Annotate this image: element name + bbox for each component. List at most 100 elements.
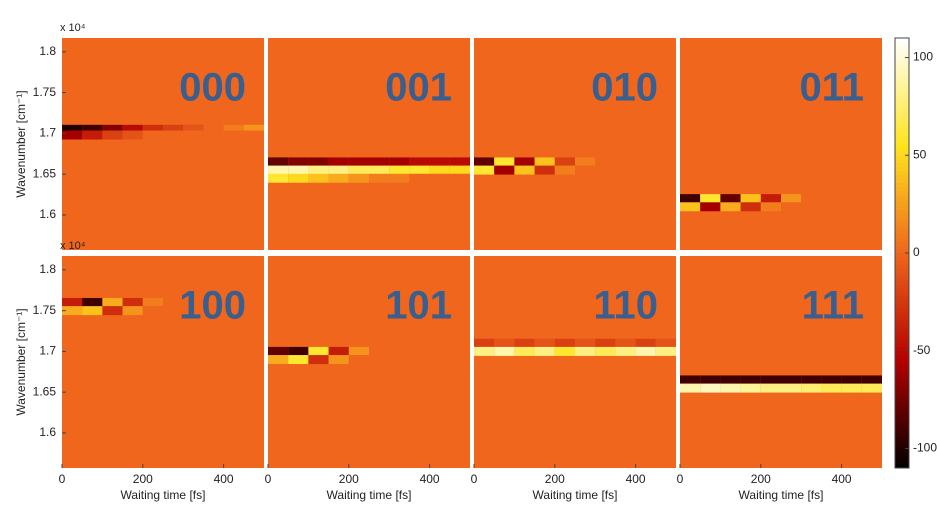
- heat-cell: [700, 375, 721, 385]
- heat-cell: [203, 130, 224, 140]
- panel-background: [62, 256, 264, 468]
- heat-cell: [268, 157, 289, 167]
- heat-cell: [328, 355, 349, 365]
- heat-cell: [409, 173, 430, 183]
- heat-cell: [82, 306, 103, 316]
- heat-cell: [409, 355, 430, 365]
- heat-cell: [142, 130, 163, 140]
- heat-cell: [575, 157, 596, 167]
- heat-cell: [861, 194, 882, 204]
- colorbar-step: [895, 463, 909, 469]
- heat-cell: [308, 355, 329, 365]
- heat-cell: [308, 165, 329, 175]
- heat-cell: [102, 297, 123, 307]
- heat-cell: [595, 165, 616, 175]
- heat-cell: [700, 202, 721, 212]
- colorbar-step: [895, 397, 909, 402]
- x-tick-label: 0: [677, 472, 684, 486]
- heat-cell: [389, 157, 410, 167]
- colorbar-step: [895, 92, 909, 97]
- heat-cell: [720, 194, 741, 204]
- colorbar-step: [895, 233, 909, 238]
- heat-cell: [615, 165, 636, 175]
- heat-cell: [575, 338, 596, 348]
- panel-title: 001: [385, 66, 452, 110]
- colorbar-step: [895, 178, 909, 183]
- heat-cell: [635, 338, 656, 348]
- colorbar-step: [895, 237, 909, 242]
- heat-cell: [841, 375, 862, 385]
- heat-cell: [308, 346, 329, 356]
- colorbar-step: [895, 424, 909, 430]
- heat-cell: [223, 297, 244, 307]
- colorbar-tick-label: -50: [913, 343, 931, 357]
- heat-cell: [680, 383, 701, 393]
- heat-cell: [700, 383, 721, 393]
- heat-cell: [328, 165, 349, 175]
- heat-cell: [122, 124, 143, 134]
- heat-cell: [821, 194, 842, 204]
- colorbar-step: [895, 459, 909, 465]
- heat-cell: [288, 165, 309, 175]
- heat-cell: [203, 306, 224, 316]
- colorbar-step: [895, 319, 909, 324]
- heat-cell: [102, 130, 123, 140]
- y-tick-label: 1.75: [33, 303, 57, 317]
- colorbar-step: [895, 416, 909, 422]
- colorbar-step: [895, 143, 909, 148]
- heat-cell: [389, 165, 410, 175]
- x-tick-label: 400: [832, 472, 852, 486]
- colorbar-step: [895, 147, 909, 152]
- heat-cell: [474, 346, 495, 356]
- heat-cell: [243, 124, 264, 134]
- colorbar-step: [895, 455, 909, 461]
- colorbar-step: [895, 260, 909, 266]
- y-tick-label: 1.7: [39, 344, 56, 358]
- colorbar-step: [895, 346, 909, 352]
- colorbar-step: [895, 354, 909, 359]
- heat-cell: [288, 346, 309, 356]
- heat-cell: [760, 383, 781, 393]
- heat-cell: [615, 157, 636, 167]
- heat-cell: [494, 346, 515, 356]
- colorbar-tick-label: 100: [913, 50, 933, 64]
- heat-cell: [575, 165, 596, 175]
- x-axis-label: Waiting time [fs]: [739, 488, 824, 502]
- colorbar-step: [895, 366, 909, 371]
- heat-cell: [389, 346, 410, 356]
- heat-cell: [243, 306, 264, 316]
- heat-cell: [163, 297, 184, 307]
- colorbar-step: [895, 401, 909, 406]
- panel-title: 010: [591, 66, 658, 110]
- heat-cell: [494, 338, 515, 348]
- heat-cell: [861, 202, 882, 212]
- colorbar-tick-label: 50: [913, 147, 927, 161]
- heat-cell: [62, 124, 83, 134]
- heat-cell: [655, 165, 676, 175]
- heat-cell: [429, 157, 450, 167]
- heat-cell: [680, 194, 701, 204]
- heat-cell: [575, 346, 596, 356]
- colorbar-step: [895, 57, 909, 62]
- colorbar-step: [895, 440, 909, 445]
- heat-cell: [680, 375, 701, 385]
- panel-title: 100: [179, 284, 246, 328]
- colorbar-step: [895, 276, 909, 281]
- colorbar-step: [895, 111, 909, 117]
- colorbar-step: [895, 45, 909, 51]
- heat-cell: [163, 130, 184, 140]
- y-axis-label: Wavenumber [cm⁻¹]: [14, 308, 28, 415]
- colorbar-step: [895, 448, 909, 453]
- heat-cell: [409, 165, 430, 175]
- y-tick-label: 1.7: [39, 126, 56, 140]
- heat-cell: [102, 124, 123, 134]
- heat-cell: [122, 306, 143, 316]
- heat-cell: [328, 173, 349, 183]
- panel-title: 101: [385, 284, 452, 328]
- colorbar-step: [895, 76, 909, 82]
- heat-cell: [449, 355, 470, 365]
- heat-cell: [122, 297, 143, 307]
- heat-cell: [474, 165, 495, 175]
- colorbar-step: [895, 217, 909, 223]
- heat-cell: [554, 165, 575, 175]
